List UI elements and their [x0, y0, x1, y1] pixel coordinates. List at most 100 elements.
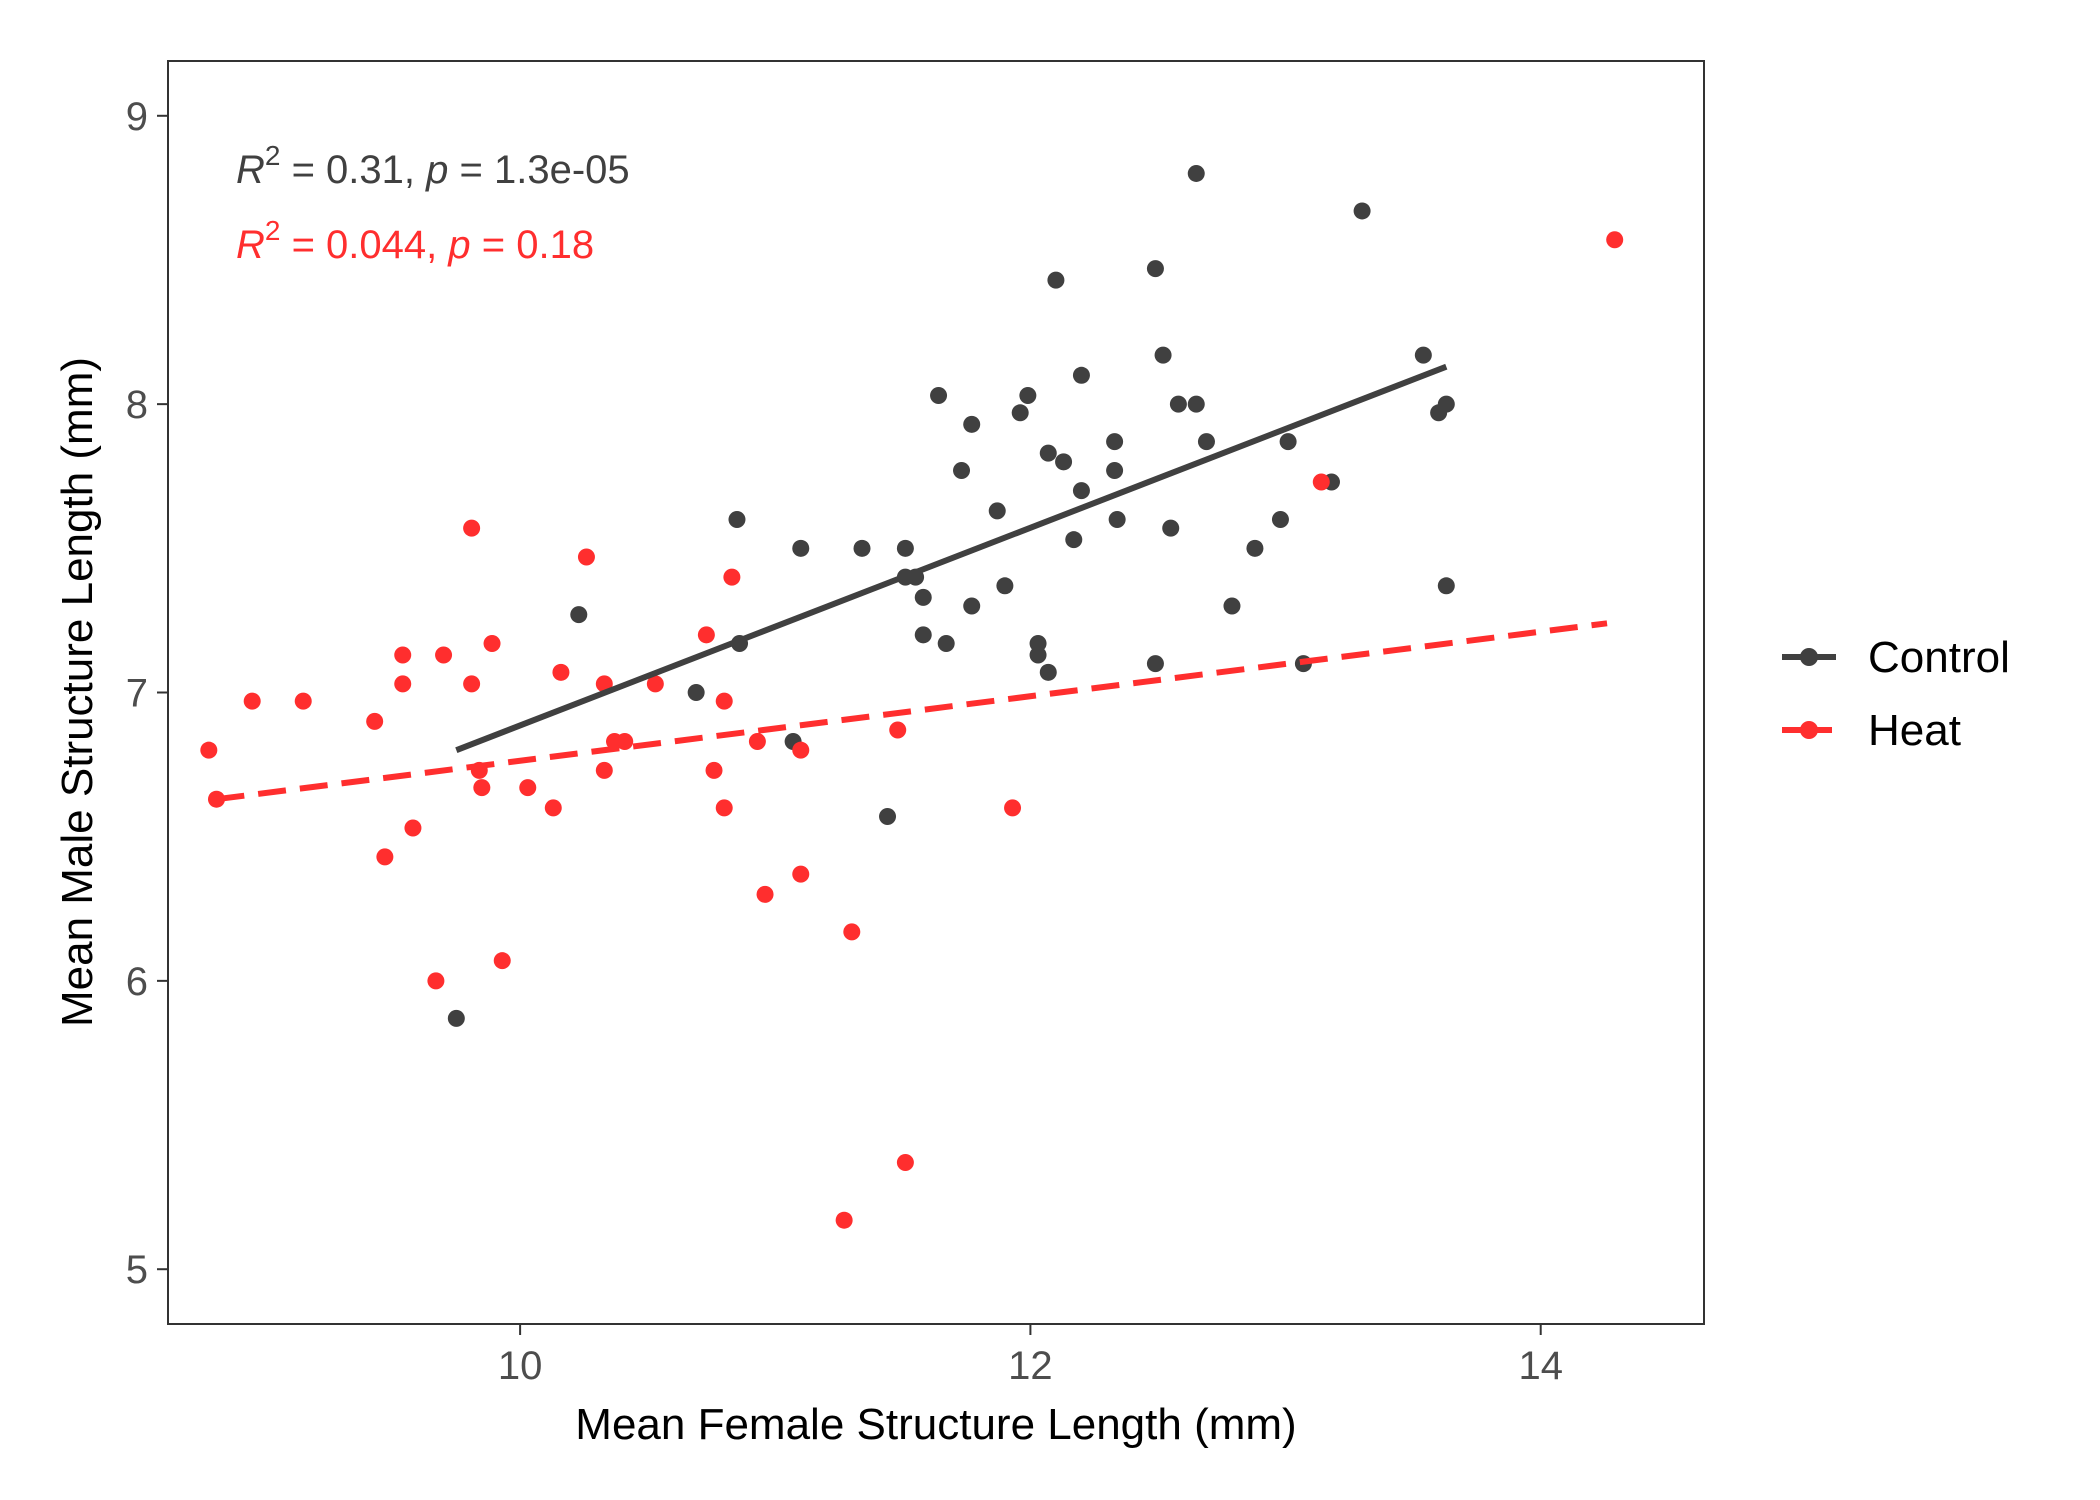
- x-tick-label: 14: [1518, 1344, 1563, 1388]
- control-point: [1246, 539, 1264, 557]
- heat-point: [473, 779, 491, 797]
- heat-point: [243, 692, 261, 710]
- heat-point: [715, 692, 733, 710]
- heat-point: [483, 634, 501, 652]
- control-point: [853, 539, 871, 557]
- control-point: [914, 626, 932, 644]
- heat-point: [552, 663, 570, 681]
- legend: Control Heat: [1782, 633, 2010, 755]
- control-point: [1047, 271, 1065, 289]
- heat-point: [896, 1154, 914, 1172]
- heat-point: [792, 865, 810, 883]
- control-point: [1437, 577, 1455, 595]
- legend-label-control: Control: [1868, 633, 2010, 682]
- heat-point: [394, 646, 412, 664]
- heat-point: [705, 761, 723, 779]
- points-layer: [200, 164, 1624, 1229]
- heat-point: [715, 799, 733, 817]
- control-point: [1197, 433, 1215, 451]
- control-point: [1223, 597, 1241, 615]
- x-axis-title: Mean Female Structure Length (mm): [575, 1400, 1296, 1449]
- control-annotation: R2 = 0.31, p = 1.3e-05: [236, 140, 630, 192]
- control-point: [1162, 519, 1180, 537]
- heat-point: [1312, 473, 1330, 491]
- heat-point: [843, 923, 861, 941]
- control-point: [1169, 395, 1187, 413]
- control-point: [1039, 444, 1057, 462]
- control-point: [963, 415, 981, 433]
- control-point: [930, 386, 948, 404]
- x-tick-label: 12: [1008, 1344, 1053, 1388]
- x-axis: 10 12 14: [498, 1324, 1563, 1388]
- legend-label-heat: Heat: [1868, 706, 1961, 755]
- heat-point: [519, 779, 537, 797]
- control-point: [963, 597, 981, 615]
- control-point: [1039, 663, 1057, 681]
- heat-point: [404, 819, 422, 837]
- control-point: [988, 502, 1006, 520]
- control-point: [1072, 482, 1090, 500]
- heat-r2-value: = 0.044,: [280, 223, 448, 267]
- control-point: [914, 588, 932, 606]
- heat-point: [1004, 799, 1022, 817]
- heat-annotation: R2 = 0.044, p = 0.18: [236, 215, 594, 267]
- control-point: [1154, 346, 1172, 364]
- heat-point: [756, 885, 774, 903]
- fit-lines-layer: [216, 363, 1608, 803]
- heat-r2-label: R: [236, 223, 265, 267]
- heat-p-value: = 0.18: [471, 223, 594, 267]
- heat-point: [723, 568, 741, 586]
- legend-key-heat-point: [1800, 721, 1818, 739]
- control-r2-value: = 0.31,: [280, 148, 426, 192]
- control-fit-line: [455, 363, 1448, 753]
- control-point: [570, 606, 588, 624]
- control-point: [1279, 433, 1297, 451]
- control-p-value: = 1.3e-05: [448, 148, 629, 192]
- legend-item-heat: Heat: [1782, 706, 1961, 755]
- heat-point: [200, 741, 218, 759]
- legend-item-control: Control: [1782, 633, 2010, 682]
- y-tick-label: 5: [126, 1248, 148, 1292]
- heat-point: [463, 519, 481, 537]
- heat-fit-line: [216, 620, 1608, 803]
- heat-point: [366, 712, 384, 730]
- heat-point: [493, 952, 511, 970]
- y-axis-title: Mean Male Structure Length (mm): [53, 357, 102, 1027]
- heat-point: [427, 972, 445, 990]
- control-point: [1271, 510, 1289, 528]
- control-point: [1437, 395, 1455, 413]
- control-point: [1106, 433, 1124, 451]
- control-point: [996, 577, 1014, 595]
- heat-point: [376, 848, 394, 866]
- y-tick-label: 7: [126, 672, 148, 716]
- heat-point: [835, 1211, 853, 1229]
- control-p-label: p: [425, 148, 448, 192]
- control-point: [1019, 386, 1037, 404]
- control-point: [1108, 510, 1126, 528]
- y-tick-label: 9: [126, 95, 148, 139]
- heat-point: [435, 646, 453, 664]
- heat-point: [889, 721, 907, 739]
- legend-key-control-point: [1800, 648, 1818, 666]
- control-point: [1187, 164, 1205, 182]
- control-point: [879, 807, 897, 825]
- y-tick-label: 8: [126, 383, 148, 427]
- plot-panel: [167, 60, 1705, 1325]
- control-point: [1011, 404, 1029, 422]
- control-r2-sup: 2: [265, 140, 281, 171]
- control-point: [1055, 453, 1073, 471]
- y-tick-label: 6: [126, 960, 148, 1004]
- heat-point: [697, 626, 715, 644]
- heat-point: [294, 692, 312, 710]
- heat-point: [616, 733, 634, 751]
- y-axis: 5 6 7 8 9: [126, 95, 168, 1292]
- control-point: [1072, 366, 1090, 384]
- heat-p-label: p: [447, 223, 470, 267]
- control-r2-label: R: [236, 148, 265, 192]
- heat-point: [544, 799, 562, 817]
- heat-point: [646, 675, 664, 693]
- heat-point: [1606, 231, 1624, 249]
- control-point: [953, 461, 971, 479]
- control-point: [937, 634, 955, 652]
